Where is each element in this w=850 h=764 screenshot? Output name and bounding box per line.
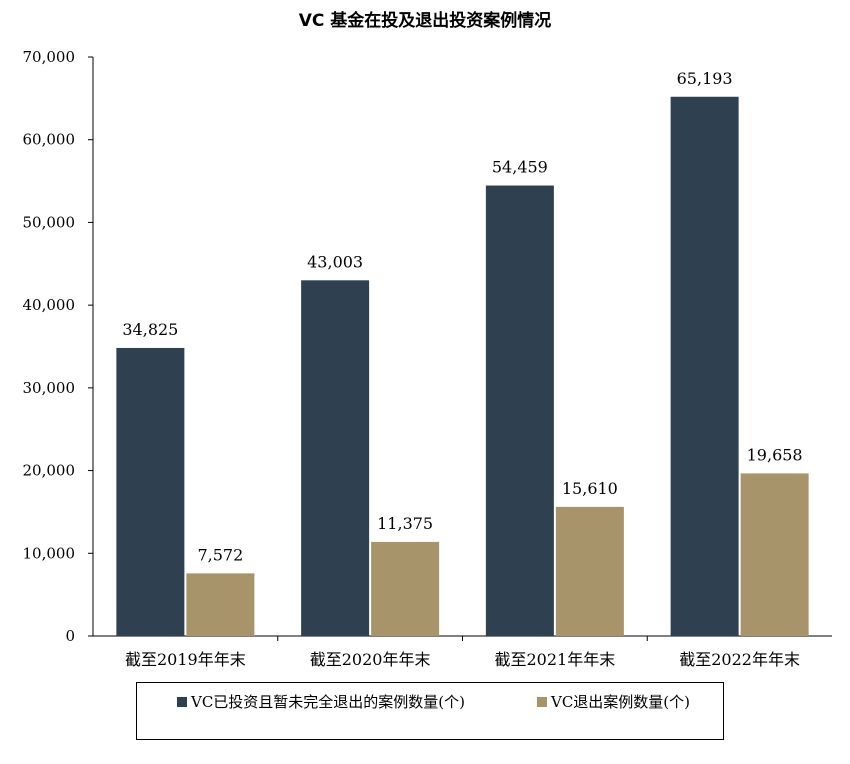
x-tick-label: 截至2021年年末	[495, 650, 616, 669]
data-label: 19,658	[747, 445, 803, 464]
y-tick-label: 60,000	[23, 131, 76, 149]
data-label: 15,610	[562, 479, 618, 498]
bar	[116, 347, 185, 636]
x-tick-label: 截至2020年年末	[310, 650, 431, 669]
x-tick-label: 截至2022年年末	[679, 650, 800, 669]
legend-label-invested: VC已投资且暂未完全退出的案例数量(个)	[191, 693, 466, 711]
x-tick-label: 截至2019年年末	[125, 650, 246, 669]
data-label: 65,193	[677, 69, 733, 88]
bar	[301, 280, 370, 636]
bar	[740, 473, 809, 636]
data-label: 43,003	[307, 252, 363, 271]
bar	[555, 506, 624, 636]
data-label: 7,572	[197, 545, 243, 564]
bar	[186, 573, 255, 636]
plot-area: 0 10,000 20,000 30,000 40,000 50,000 60,000 70,…	[23, 48, 832, 669]
bar	[485, 185, 554, 636]
legend-item-invested: VC已投资且暂未完全退出的案例数量(个)	[177, 691, 507, 713]
bar	[371, 541, 440, 636]
legend-swatch-invested	[177, 697, 187, 707]
y-tick-label: 30,000	[23, 379, 76, 397]
y-tick-label: 20,000	[23, 462, 76, 480]
y-tick-label: 70,000	[23, 48, 76, 66]
legend: VC已投资且暂未完全退出的案例数量(个) VC退出案例数量(个)	[136, 682, 724, 740]
data-label: 11,375	[377, 514, 433, 533]
data-label: 34,825	[122, 320, 178, 339]
legend-swatch-exited	[537, 697, 547, 707]
y-tick-label: 40,000	[23, 296, 76, 314]
data-label: 54,459	[492, 158, 548, 177]
chart-title: VC 基金在投及退出投资案例情况	[298, 11, 552, 31]
y-tick-label: 10,000	[23, 544, 76, 562]
legend-item-exited: VC退出案例数量(个)	[537, 691, 697, 713]
legend-label-exited: VC退出案例数量(个)	[551, 693, 691, 711]
y-tick-label: 50,000	[23, 213, 76, 231]
bar	[670, 96, 739, 637]
y-tick-label: 0	[65, 627, 75, 645]
